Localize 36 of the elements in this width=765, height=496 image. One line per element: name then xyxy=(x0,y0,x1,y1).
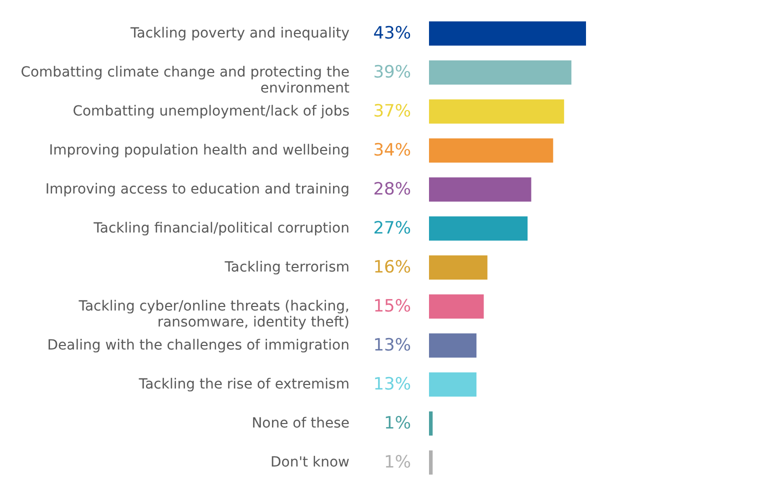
bar xyxy=(429,294,484,319)
y-tick-label: Tackling financial/political corruption xyxy=(92,220,350,236)
bar xyxy=(429,138,554,163)
y-tick-label: Dealing with the challenges of immigration xyxy=(47,338,350,354)
bar xyxy=(429,411,433,436)
y-tick-label: Combatting climate change and protecting the environment xyxy=(20,64,350,96)
bar xyxy=(429,255,488,280)
bar xyxy=(429,372,476,397)
data-label: 13% xyxy=(373,336,411,356)
bar xyxy=(429,99,564,124)
data-label: 28% xyxy=(373,180,411,200)
bar xyxy=(429,450,433,475)
y-tick-label: Tackling the rise of extremism xyxy=(138,376,350,392)
data-label: 16% xyxy=(373,258,411,278)
y-tick-label: Tackling terrorism xyxy=(224,260,350,276)
data-label: 13% xyxy=(373,374,411,394)
y-tick-label: Combatting unemployment/lack of jobs xyxy=(72,104,350,120)
data-label: 15% xyxy=(373,296,411,316)
y-tick-label: Improving population health and wellbeing xyxy=(48,142,350,158)
bar xyxy=(429,216,528,241)
data-label: 1% xyxy=(384,452,411,472)
y-tick-label: None of these xyxy=(252,416,350,432)
y-tick-label: Improving access to education and training xyxy=(45,182,350,198)
data-label: 27% xyxy=(373,218,411,238)
data-label: 39% xyxy=(373,62,411,82)
data-label: 1% xyxy=(384,414,411,434)
bar xyxy=(429,60,572,85)
data-label: 43% xyxy=(373,24,411,44)
data-label: 34% xyxy=(373,140,411,160)
y-tick-label: Tackling poverty and inequality xyxy=(130,26,350,42)
bar xyxy=(429,21,586,46)
data-label: 37% xyxy=(373,102,411,122)
bar xyxy=(429,177,532,202)
y-tick-label: Tackling cyber/online threats (hacking, ransomware, identity theft) xyxy=(78,298,350,330)
bar xyxy=(429,333,476,358)
y-tick-label: Don't know xyxy=(270,454,350,470)
